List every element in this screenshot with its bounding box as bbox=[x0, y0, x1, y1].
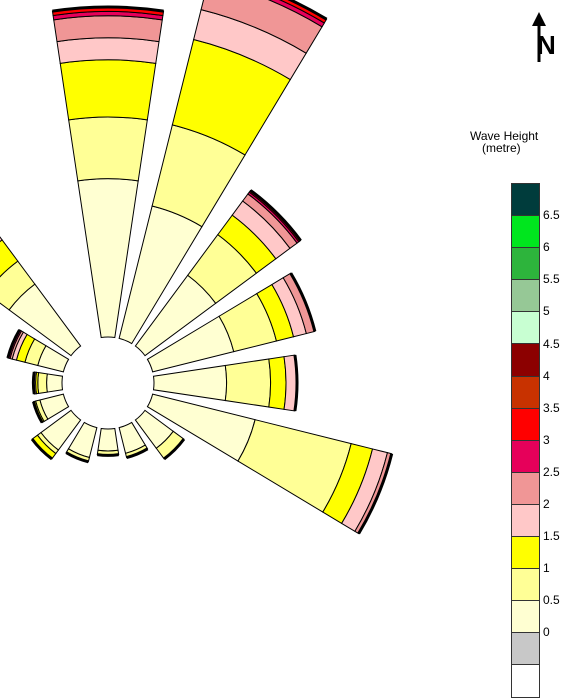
rose-band bbox=[53, 15, 163, 43]
rose-petal-cap bbox=[97, 453, 119, 457]
rose-petal-ese bbox=[146, 393, 394, 535]
legend-swatch bbox=[511, 408, 540, 441]
rose-petal-cap bbox=[32, 401, 44, 424]
north-arrow-icon bbox=[532, 12, 546, 62]
rose-petal-nw bbox=[0, 236, 82, 357]
legend-swatch bbox=[511, 537, 540, 570]
rose-petal-cap bbox=[357, 453, 394, 535]
north-label: N bbox=[537, 30, 556, 60]
legend-swatch bbox=[511, 344, 540, 377]
legend-tick-label: 3.5 bbox=[543, 400, 560, 415]
legend-swatch bbox=[511, 665, 540, 698]
rose-petal-wsw bbox=[32, 393, 70, 424]
rose-petal-ene bbox=[146, 272, 317, 373]
rose-petal-ne bbox=[134, 189, 302, 357]
rose-petal-se bbox=[134, 409, 186, 461]
legend-swatch bbox=[511, 183, 540, 217]
rose-band bbox=[97, 427, 119, 452]
rose-petal-nne bbox=[118, 0, 328, 345]
legend-tick-label: 2.5 bbox=[543, 464, 560, 479]
legend-tick-label: 1 bbox=[543, 561, 550, 576]
rose-band bbox=[0, 236, 3, 243]
legend-title-line1: Wave Height bbox=[470, 129, 539, 143]
legend-swatch bbox=[511, 569, 540, 602]
rose-band bbox=[56, 37, 160, 64]
rose-petal-cap bbox=[287, 0, 328, 21]
rose-petal-e bbox=[152, 354, 299, 412]
rose-petal-cap bbox=[30, 438, 53, 461]
legend-swatch bbox=[511, 376, 540, 409]
legend-tick-label: 0 bbox=[543, 625, 550, 640]
rose-petal-cap bbox=[249, 189, 302, 242]
legend-tick-label: 4 bbox=[543, 368, 550, 383]
legend-tick-label: 6 bbox=[543, 240, 550, 255]
legend-swatch bbox=[511, 280, 540, 313]
rose-petal-cap bbox=[163, 438, 186, 461]
legend-tick-label: 6.5 bbox=[543, 208, 560, 223]
rose-petal-sw bbox=[30, 409, 82, 461]
rose-petal-s bbox=[96, 427, 120, 457]
rose-band bbox=[152, 364, 228, 402]
legend-swatch bbox=[511, 472, 540, 505]
rose-band bbox=[224, 358, 272, 408]
legend-swatch bbox=[511, 312, 540, 345]
rose-petal-cap bbox=[52, 5, 164, 13]
rose-petal-cap bbox=[31, 371, 36, 395]
legend-swatch bbox=[511, 633, 540, 666]
rose-band bbox=[59, 59, 157, 121]
rose-petal-cap bbox=[289, 272, 317, 332]
rose-petal-cap bbox=[6, 329, 21, 359]
rose-petal-cap bbox=[65, 451, 89, 464]
legend-tick-label: 5.5 bbox=[543, 272, 560, 287]
rose-petal-cap bbox=[126, 447, 149, 459]
rose-band bbox=[46, 373, 64, 393]
legend-tick-label: 1.5 bbox=[543, 529, 560, 544]
legend-title-line2: (metre) bbox=[482, 141, 521, 155]
rose-petal-wnw bbox=[6, 329, 70, 373]
legend-tick-label: 4.5 bbox=[543, 336, 560, 351]
rose-band bbox=[37, 372, 48, 394]
legend-swatch bbox=[511, 601, 540, 634]
rose-petal-w bbox=[31, 371, 64, 395]
rose-petal-n bbox=[51, 5, 165, 339]
legend-swatch bbox=[511, 216, 540, 249]
legend-swatch bbox=[511, 504, 540, 538]
legend-swatch bbox=[511, 248, 540, 281]
legend-tick-label: 0.5 bbox=[543, 593, 560, 608]
legend-tick-label: 5 bbox=[543, 304, 550, 319]
rose-petal-sse bbox=[118, 421, 149, 459]
legend-swatch bbox=[511, 440, 540, 473]
rose-petal-ssw bbox=[65, 421, 98, 464]
legend-title: Wave Height (metre) bbox=[470, 130, 576, 154]
rose-band bbox=[68, 116, 148, 182]
legend-tick-label: 3 bbox=[543, 432, 550, 447]
legend-tick-label: 2 bbox=[543, 497, 550, 511]
legend-color-bar bbox=[511, 183, 540, 698]
rose-petal-cap bbox=[293, 354, 299, 412]
rose-band bbox=[268, 356, 287, 410]
